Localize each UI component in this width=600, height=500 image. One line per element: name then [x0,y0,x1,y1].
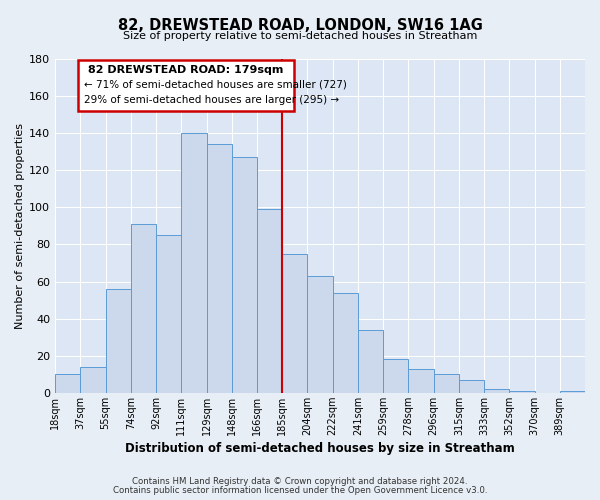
Bar [55,374,80,393]
Bar [307,276,332,393]
Bar [332,292,358,393]
Bar [80,367,106,393]
Text: 82, DREWSTEAD ROAD, LONDON, SW16 1AG: 82, DREWSTEAD ROAD, LONDON, SW16 1AG [118,18,482,32]
Text: Size of property relative to semi-detached houses in Streatham: Size of property relative to semi-detach… [123,31,477,41]
Bar [358,330,383,393]
Bar [257,209,282,393]
Text: 29% of semi-detached houses are larger (295) →: 29% of semi-detached houses are larger (… [84,95,339,105]
Bar [383,360,409,393]
Bar [434,374,459,393]
X-axis label: Distribution of semi-detached houses by size in Streatham: Distribution of semi-detached houses by … [125,442,515,455]
Bar [232,158,257,393]
Bar [181,133,206,393]
Bar [560,391,585,393]
Bar [459,380,484,393]
Bar [409,368,434,393]
Bar [484,389,509,393]
Text: Contains HM Land Registry data © Crown copyright and database right 2024.: Contains HM Land Registry data © Crown c… [132,477,468,486]
Text: 82 DREWSTEAD ROAD: 179sqm: 82 DREWSTEAD ROAD: 179sqm [88,64,283,74]
Text: ← 71% of semi-detached houses are smaller (727): ← 71% of semi-detached houses are smalle… [84,80,347,90]
Bar [206,144,232,393]
Bar [106,289,131,393]
Y-axis label: Number of semi-detached properties: Number of semi-detached properties [15,123,25,329]
Bar [282,254,307,393]
Bar [156,235,181,393]
FancyBboxPatch shape [78,60,293,111]
Bar [131,224,156,393]
Text: Contains public sector information licensed under the Open Government Licence v3: Contains public sector information licen… [113,486,487,495]
Bar [509,391,535,393]
